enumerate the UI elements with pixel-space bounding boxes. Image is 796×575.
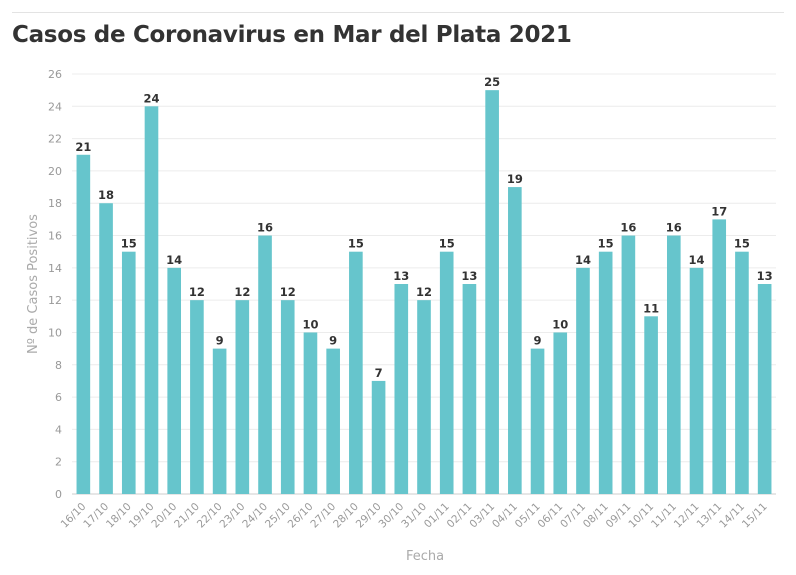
bar xyxy=(167,267,182,494)
bar xyxy=(735,251,749,494)
bar xyxy=(508,187,522,495)
bar xyxy=(280,300,295,494)
bar-value-label: 15 xyxy=(598,237,614,251)
y-tick-label: 18 xyxy=(48,197,62,210)
gridlines xyxy=(72,73,776,495)
bar-value-label: 15 xyxy=(734,237,750,251)
bar-value-label: 15 xyxy=(439,237,455,251)
bar-value-label: 17 xyxy=(711,204,727,218)
bar-value-label: 15 xyxy=(121,237,137,251)
bar xyxy=(76,154,91,494)
bar xyxy=(417,300,431,494)
bar-value-label: 13 xyxy=(757,269,773,283)
bar xyxy=(666,235,681,495)
bar xyxy=(553,332,568,494)
bar xyxy=(326,348,340,494)
bar-value-label: 12 xyxy=(234,285,250,299)
bar xyxy=(303,332,318,494)
bar xyxy=(462,284,477,494)
y-tick-label: 26 xyxy=(48,68,62,81)
bar-value-label: 9 xyxy=(534,334,542,348)
y-tick-label: 4 xyxy=(55,423,62,436)
bar xyxy=(99,203,113,494)
y-tick-label: 12 xyxy=(48,294,62,307)
bar xyxy=(530,348,545,494)
y-axis-title: Nº de Casos Positivos xyxy=(26,214,41,354)
bar xyxy=(598,251,613,494)
bar xyxy=(121,251,136,494)
bar xyxy=(644,316,658,494)
bar xyxy=(621,235,636,495)
bar-value-label: 13 xyxy=(393,269,409,283)
y-tick-label: 24 xyxy=(48,100,62,113)
x-tick-label: 15/11 xyxy=(740,501,770,531)
y-tick-label: 2 xyxy=(55,456,62,469)
x-axis-title: Fecha xyxy=(406,549,444,564)
bars xyxy=(76,90,772,495)
bar xyxy=(235,300,250,494)
chart-title: Casos de Coronavirus en Mar del Plata 20… xyxy=(12,22,572,48)
bar-value-label: 18 xyxy=(98,188,114,202)
bar xyxy=(394,284,409,494)
bar xyxy=(190,300,204,494)
bar xyxy=(258,235,272,495)
bar-value-label: 7 xyxy=(375,366,383,380)
bar xyxy=(349,251,363,494)
value-labels: 21 18 15 24 14 12 9 12 16 12 10 9 15 7 13 12 15 13 25 19 9 10… xyxy=(75,75,772,380)
bar-value-label: 15 xyxy=(348,237,364,251)
bar-value-label: 11 xyxy=(643,301,659,315)
bar-value-label: 9 xyxy=(216,334,224,348)
bar-value-label: 16 xyxy=(620,221,636,235)
bar-value-label: 14 xyxy=(575,253,591,267)
y-tick-label: 6 xyxy=(55,391,62,404)
bar-value-label: 19 xyxy=(507,172,523,186)
bar-value-label: 25 xyxy=(484,75,500,89)
bar-value-label: 16 xyxy=(257,221,273,235)
bar xyxy=(439,251,454,494)
bar xyxy=(689,267,704,494)
bar xyxy=(144,106,159,495)
bar xyxy=(371,380,386,494)
y-tick-label: 0 xyxy=(55,488,62,501)
bar-value-label: 12 xyxy=(280,285,296,299)
bar-value-label: 12 xyxy=(189,285,205,299)
x-axis-ticks: 16/1017/1018/1019/1020/1021/1022/1023/10… xyxy=(59,501,770,531)
bar-value-label: 16 xyxy=(666,221,682,235)
bar xyxy=(485,90,499,495)
bar-value-label: 21 xyxy=(75,140,91,154)
y-tick-label: 14 xyxy=(48,262,62,275)
bar-value-label: 14 xyxy=(166,253,182,267)
y-tick-label: 10 xyxy=(48,326,62,339)
bar-value-label: 14 xyxy=(689,253,705,267)
bar xyxy=(212,348,227,494)
y-tick-label: 20 xyxy=(48,165,62,178)
y-tick-label: 8 xyxy=(55,359,62,372)
bar xyxy=(757,284,772,494)
bar xyxy=(712,219,727,494)
bar-value-label: 9 xyxy=(329,334,337,348)
bar-value-label: 24 xyxy=(143,91,159,105)
bar-value-label: 13 xyxy=(461,269,477,283)
y-tick-label: 22 xyxy=(48,133,62,146)
y-tick-label: 16 xyxy=(48,230,62,243)
bar-value-label: 10 xyxy=(302,317,318,331)
bar xyxy=(576,267,590,494)
bar-value-label: 12 xyxy=(416,285,432,299)
bar-value-label: 10 xyxy=(552,317,568,331)
top-divider xyxy=(12,12,784,13)
